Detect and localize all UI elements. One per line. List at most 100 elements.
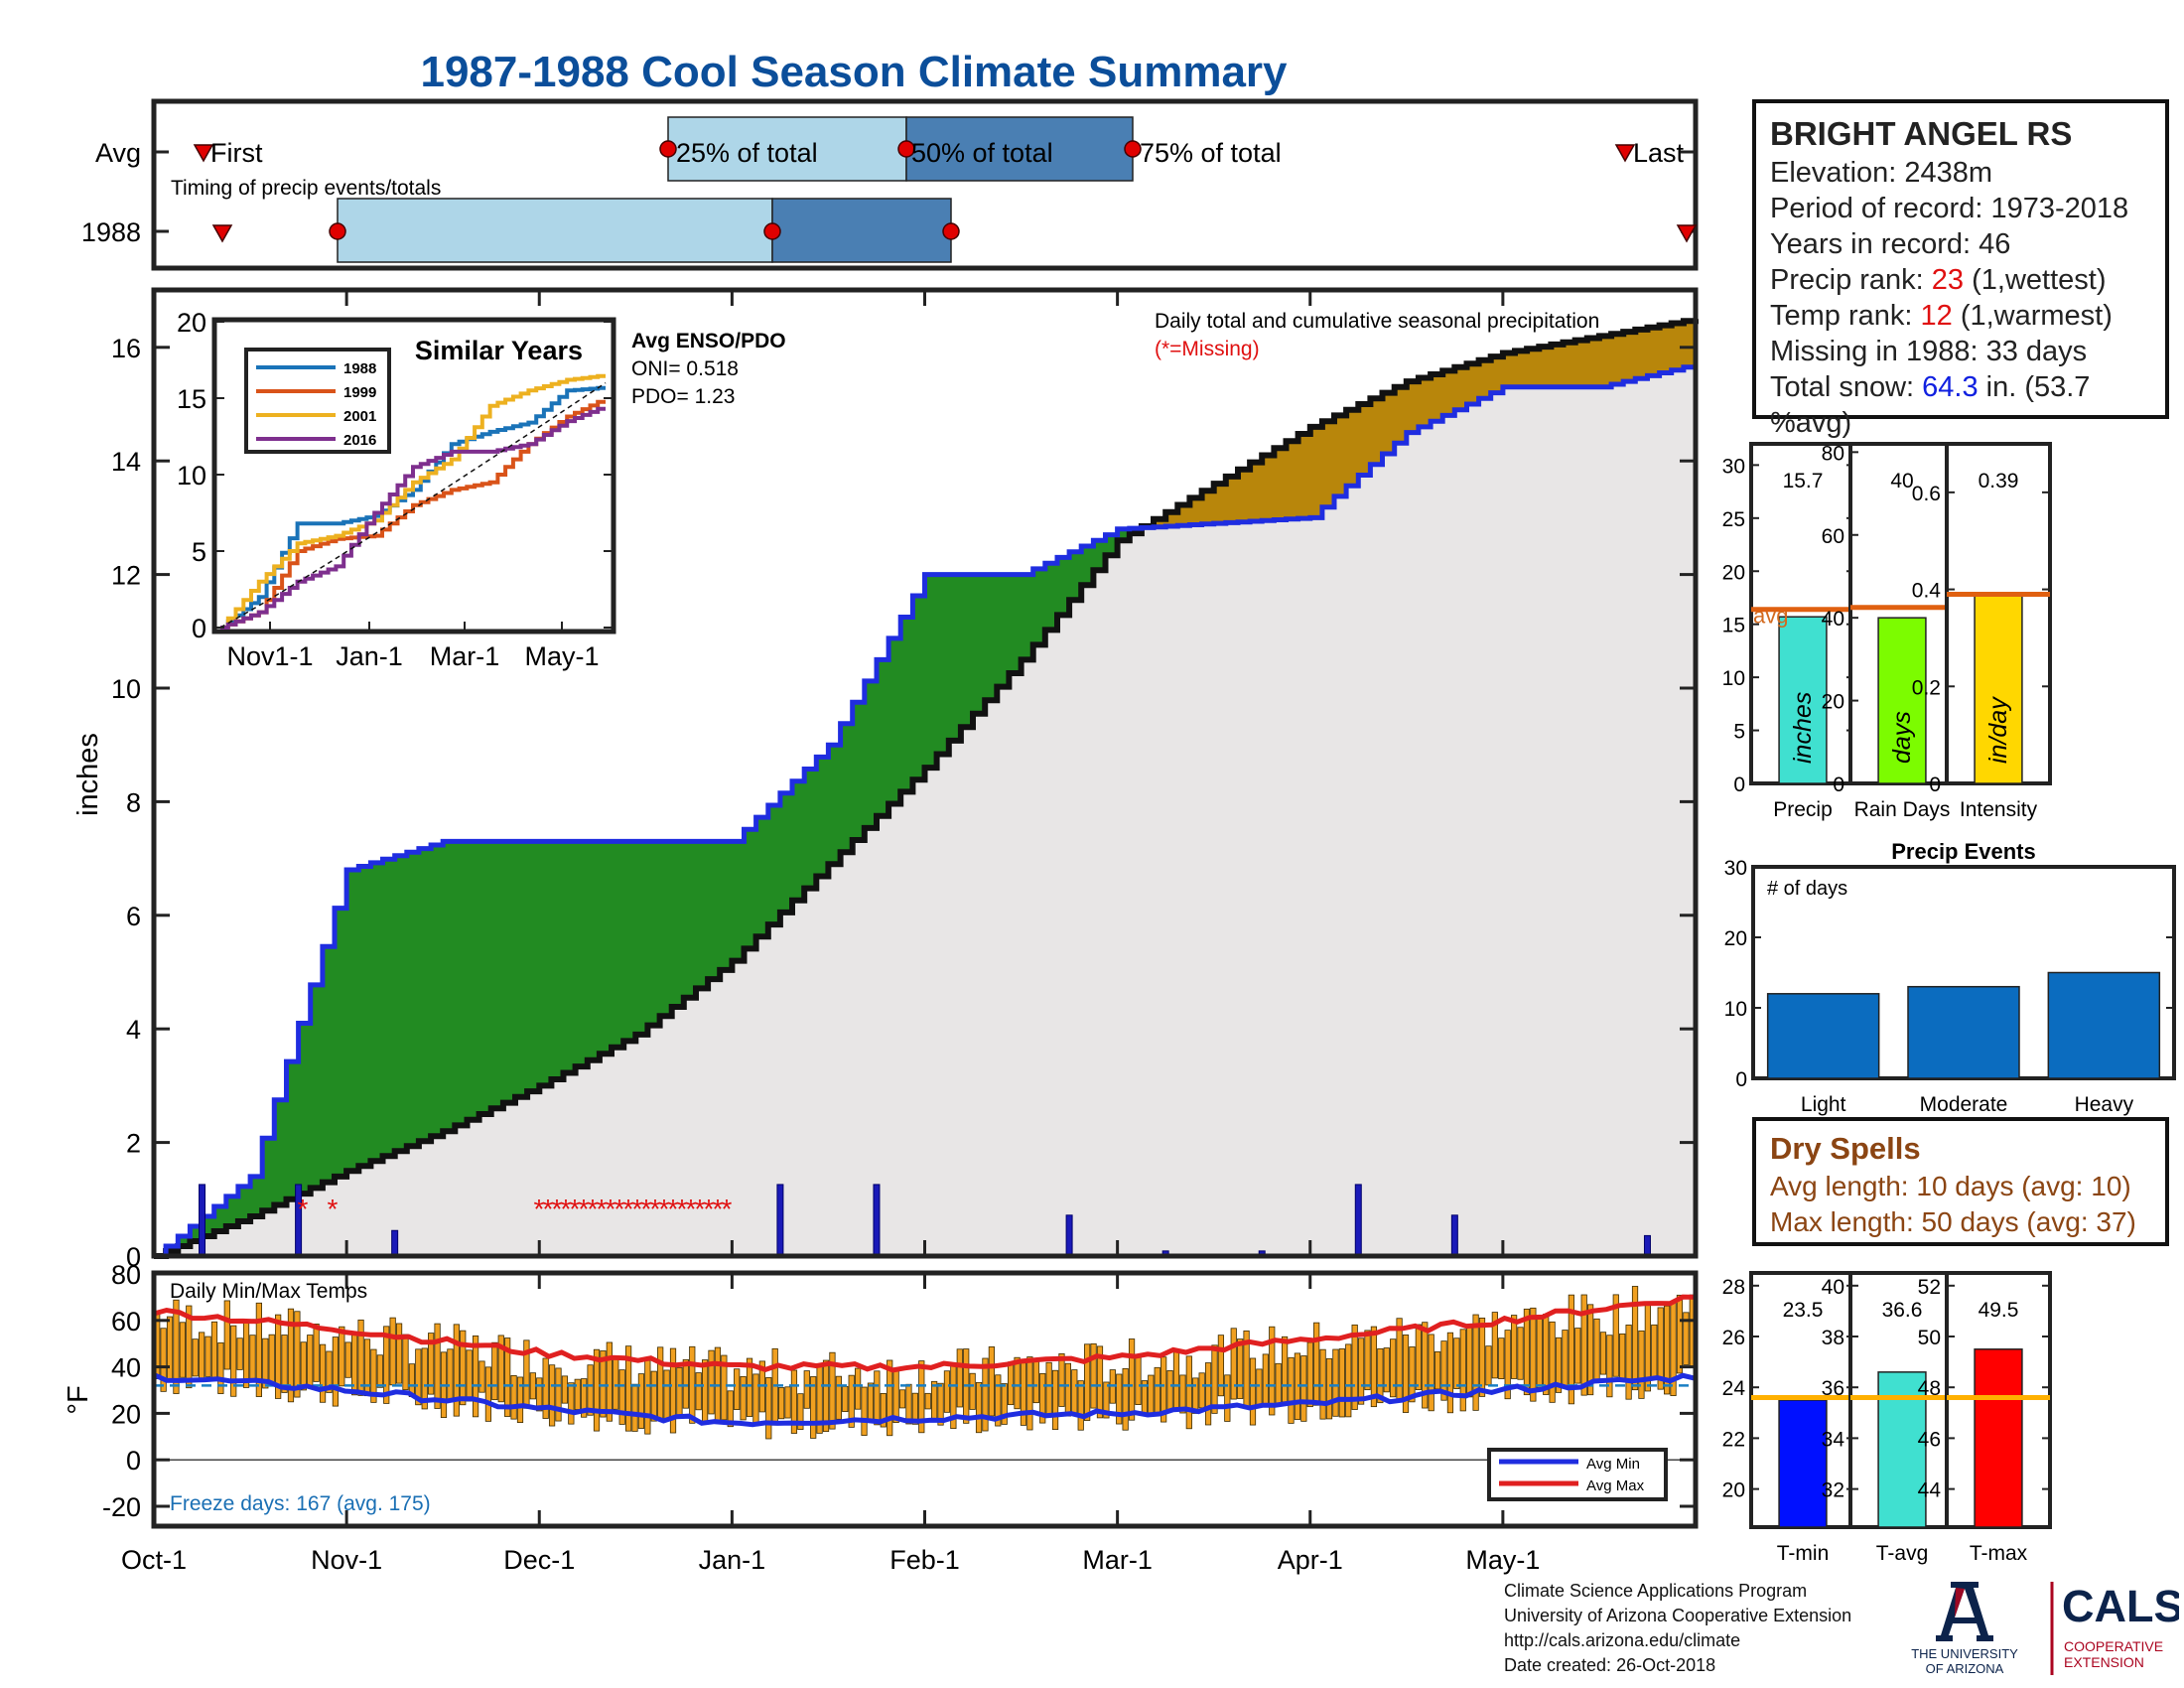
temp-bar bbox=[746, 1357, 753, 1417]
missing-star-icon: * bbox=[677, 1194, 688, 1224]
temp-bar bbox=[1045, 1361, 1052, 1417]
inset-xtick-label: Mar-1 bbox=[430, 641, 500, 671]
temp-bar bbox=[363, 1338, 371, 1397]
temp-bar bbox=[682, 1358, 689, 1409]
temp-ytick-label: 40 bbox=[111, 1353, 141, 1383]
precip-events-ytick-label: 30 bbox=[1724, 857, 1747, 880]
temp-bar bbox=[568, 1382, 575, 1425]
temp-bar bbox=[472, 1335, 479, 1418]
daily-precip-bars bbox=[199, 1184, 1651, 1257]
temp-bar bbox=[376, 1354, 383, 1388]
temp-bar bbox=[210, 1321, 218, 1381]
summary-ytick-label: 5 bbox=[1733, 721, 1745, 744]
svg-text:EXTENSION: EXTENSION bbox=[2064, 1654, 2144, 1670]
deficit-fill bbox=[154, 364, 1696, 1256]
missing-star-icon: * bbox=[579, 1194, 590, 1224]
temp-bar bbox=[1039, 1373, 1046, 1424]
temp-bar bbox=[1096, 1345, 1104, 1419]
avg-min-line bbox=[152, 1372, 1697, 1428]
legend-avg-max: Avg Max bbox=[1586, 1477, 1645, 1494]
temp-bar bbox=[1077, 1380, 1084, 1431]
precip-events-bar bbox=[1766, 993, 1880, 1079]
first-marker-icon bbox=[193, 144, 214, 163]
temp-bar bbox=[504, 1337, 511, 1417]
summary-value-label: 40 bbox=[1890, 470, 1913, 492]
temp-bar bbox=[1300, 1355, 1307, 1422]
temp-bar bbox=[510, 1375, 517, 1420]
temp-bar bbox=[898, 1389, 906, 1409]
temp-bar bbox=[880, 1392, 887, 1428]
first-label: First bbox=[210, 138, 263, 168]
precip-events-ylabel: # of days bbox=[1767, 878, 1847, 900]
main-ytick-label: 16 bbox=[111, 334, 141, 363]
temp-bar bbox=[1543, 1314, 1550, 1395]
temp-bar bbox=[1014, 1356, 1021, 1410]
temp-bar bbox=[1498, 1337, 1505, 1379]
summary-ytick-label: 40 bbox=[1822, 1276, 1844, 1299]
temp-bar bbox=[1128, 1338, 1136, 1421]
temp-bar bbox=[1510, 1315, 1518, 1379]
temp-bar bbox=[1262, 1353, 1269, 1405]
x-tick-label: Oct-1 bbox=[121, 1545, 187, 1575]
summary-ytick-label: 15 bbox=[1722, 615, 1745, 637]
cumulative-area bbox=[154, 319, 1696, 1256]
temp-bar bbox=[931, 1380, 938, 1420]
temp-bar bbox=[395, 1323, 403, 1384]
p50-dot-icon bbox=[763, 222, 781, 240]
x-tick-label: Mar-1 bbox=[1082, 1545, 1153, 1575]
temp-bar bbox=[784, 1386, 791, 1419]
temp-bar bbox=[536, 1377, 543, 1412]
temp-bar bbox=[1058, 1353, 1065, 1407]
temp-bar bbox=[1651, 1324, 1658, 1379]
temp-bar bbox=[1664, 1305, 1671, 1395]
temp-ytick-label: 80 bbox=[111, 1260, 141, 1290]
ua-logo-icon bbox=[1936, 1582, 1993, 1641]
summary-ytick-label: 28 bbox=[1722, 1276, 1745, 1299]
main-ytick-label: 0 bbox=[126, 1242, 141, 1271]
temp-bar bbox=[383, 1326, 390, 1404]
inset-legend-label: 2001 bbox=[343, 408, 376, 425]
missing-star-icon: * bbox=[588, 1194, 599, 1224]
temp-bar bbox=[1051, 1369, 1059, 1431]
temp-bar bbox=[1390, 1338, 1397, 1398]
temp-bar bbox=[255, 1302, 262, 1397]
temp-bar bbox=[1230, 1328, 1237, 1400]
missing-star-icon: * bbox=[668, 1194, 679, 1224]
temp-bar bbox=[1001, 1383, 1008, 1425]
temp-bar bbox=[1179, 1374, 1186, 1414]
temp-bar bbox=[1224, 1374, 1231, 1422]
temp-rank: Temp rank: 12 (1,warmest) bbox=[1770, 300, 2113, 332]
temp-bar bbox=[230, 1325, 237, 1397]
temp-bar bbox=[1032, 1360, 1039, 1404]
missing-star-icon: * bbox=[570, 1194, 581, 1224]
inset-ytick-label: 5 bbox=[192, 537, 206, 567]
temp-ytick-label: 20 bbox=[111, 1399, 141, 1429]
temp-ytick-label: -20 bbox=[102, 1492, 141, 1522]
x-tick-label: Nov-1 bbox=[311, 1545, 382, 1575]
svg-text:THE UNIVERSITY: THE UNIVERSITY bbox=[1911, 1646, 2018, 1661]
temp-bar bbox=[1364, 1330, 1371, 1391]
temp-bar bbox=[1064, 1362, 1071, 1417]
main-ytick-label: 12 bbox=[111, 561, 141, 591]
summary-category-label: T-avg bbox=[1876, 1542, 1929, 1565]
summary-category-label: Precip bbox=[1773, 798, 1833, 821]
summary-ytick-label: 10 bbox=[1722, 667, 1745, 690]
temp-bar bbox=[1116, 1373, 1123, 1425]
temp-bar bbox=[911, 1392, 918, 1425]
temp-bar bbox=[1466, 1326, 1473, 1398]
temp-bar bbox=[1084, 1343, 1091, 1421]
temp-bar bbox=[1122, 1367, 1129, 1431]
missing-star-icon: * bbox=[534, 1194, 545, 1224]
main-annotation: Daily total and cumulative seasonal prec… bbox=[1155, 310, 1599, 333]
temp-bar bbox=[778, 1387, 785, 1420]
temp-bar bbox=[275, 1314, 282, 1399]
temp-bar bbox=[1428, 1334, 1434, 1412]
temperature-chart: -20 0 20 40 60 80 Oct-1 Nov-1 Dec-1 Jan-1 Feb-1 Ma… bbox=[63, 1260, 1699, 1575]
svg-text:CALS: CALS bbox=[2062, 1581, 2179, 1631]
inset-xtick-label: May-1 bbox=[524, 641, 599, 671]
temp-bar bbox=[695, 1372, 702, 1411]
missing-star-icon: * bbox=[650, 1194, 661, 1224]
p75-dot-icon bbox=[1124, 140, 1142, 158]
missing-star-icon: * bbox=[713, 1194, 724, 1224]
